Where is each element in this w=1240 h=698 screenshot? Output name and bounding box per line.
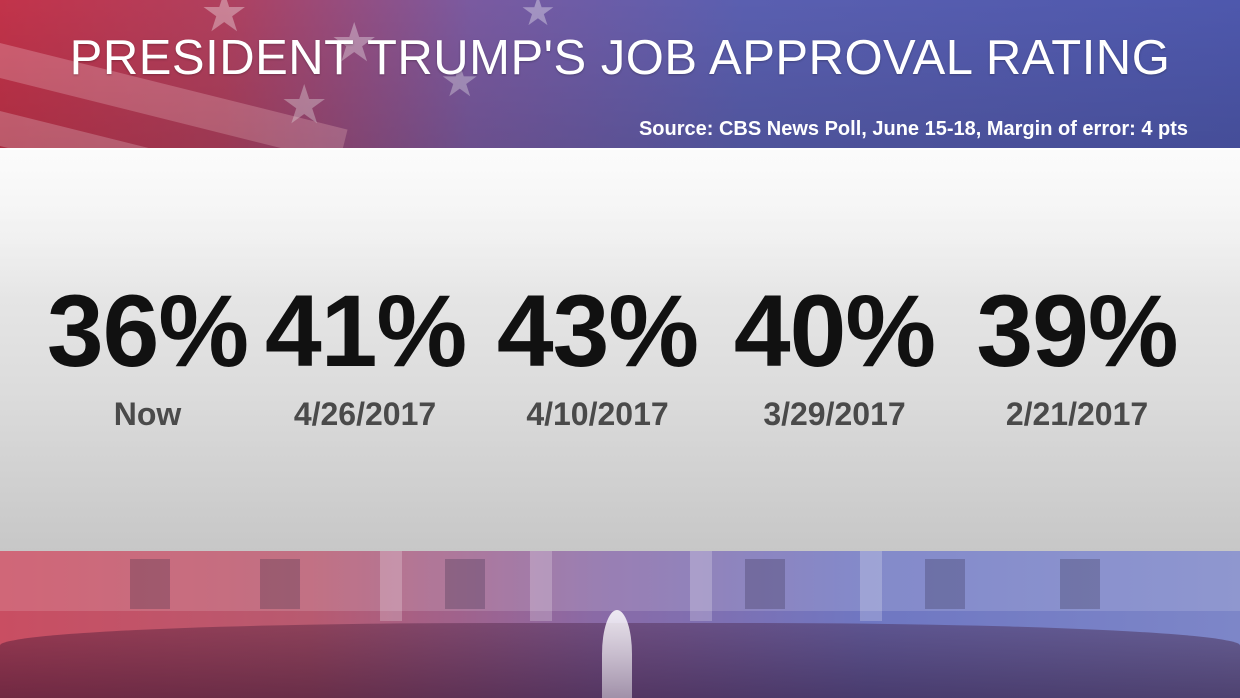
ratings-panel: 36% Now 41% 4/26/2017 43% 4/10/2017 40% … (0, 148, 1240, 551)
building-window (130, 559, 170, 609)
building-column (690, 551, 712, 621)
page-title: PRESIDENT TRUMP'S JOB APPROVAL RATING (69, 31, 1171, 85)
rating-date: Now (113, 396, 182, 432)
panel-gloss (0, 150, 1240, 300)
rating-2017-02-21: 39% 2/21/2017 (962, 280, 1192, 433)
white-house-image (0, 551, 1240, 698)
building-window (745, 559, 785, 609)
flag-star-icon: ★ (520, 0, 556, 32)
rating-value: 41% (265, 274, 467, 388)
rating-value: 36% (46, 274, 249, 388)
rating-now: 36% Now (40, 280, 255, 433)
rating-value: 40% (733, 274, 936, 388)
building-window (925, 559, 965, 609)
rating-2017-04-10: 43% 4/10/2017 (485, 280, 710, 433)
rating-date: 4/10/2017 (526, 396, 669, 432)
rating-date: 2/21/2017 (1005, 396, 1149, 432)
building-column (860, 551, 882, 621)
flag-star-icon: ★ (440, 60, 479, 104)
flag-star-icon: ★ (330, 16, 378, 70)
building-window (1060, 559, 1100, 609)
rating-date: 4/26/2017 (293, 396, 437, 432)
flag-star-icon: ★ (280, 78, 328, 132)
building-column (380, 551, 402, 621)
building-window (445, 559, 485, 609)
banner-shade (0, 0, 1240, 148)
building-facade (0, 551, 1240, 611)
fountain-image (602, 610, 632, 698)
rating-2017-04-26: 41% 4/26/2017 (265, 274, 467, 433)
title-banner: ★ ★ ★ ★ ★ PRESIDENT TRUMP'S JOB APPROVAL… (0, 0, 1240, 148)
rating-2017-03-29: 40% 3/29/2017 (722, 280, 947, 433)
rating-value: 39% (976, 274, 1178, 388)
rating-date: 3/29/2017 (763, 396, 906, 432)
building-window (260, 559, 300, 609)
building-column (530, 551, 552, 621)
flag-star-icon: ★ (200, 0, 248, 40)
source-note: Source: CBS News Poll, June 15-18, Margi… (638, 118, 1188, 140)
rating-value: 43% (496, 274, 699, 388)
